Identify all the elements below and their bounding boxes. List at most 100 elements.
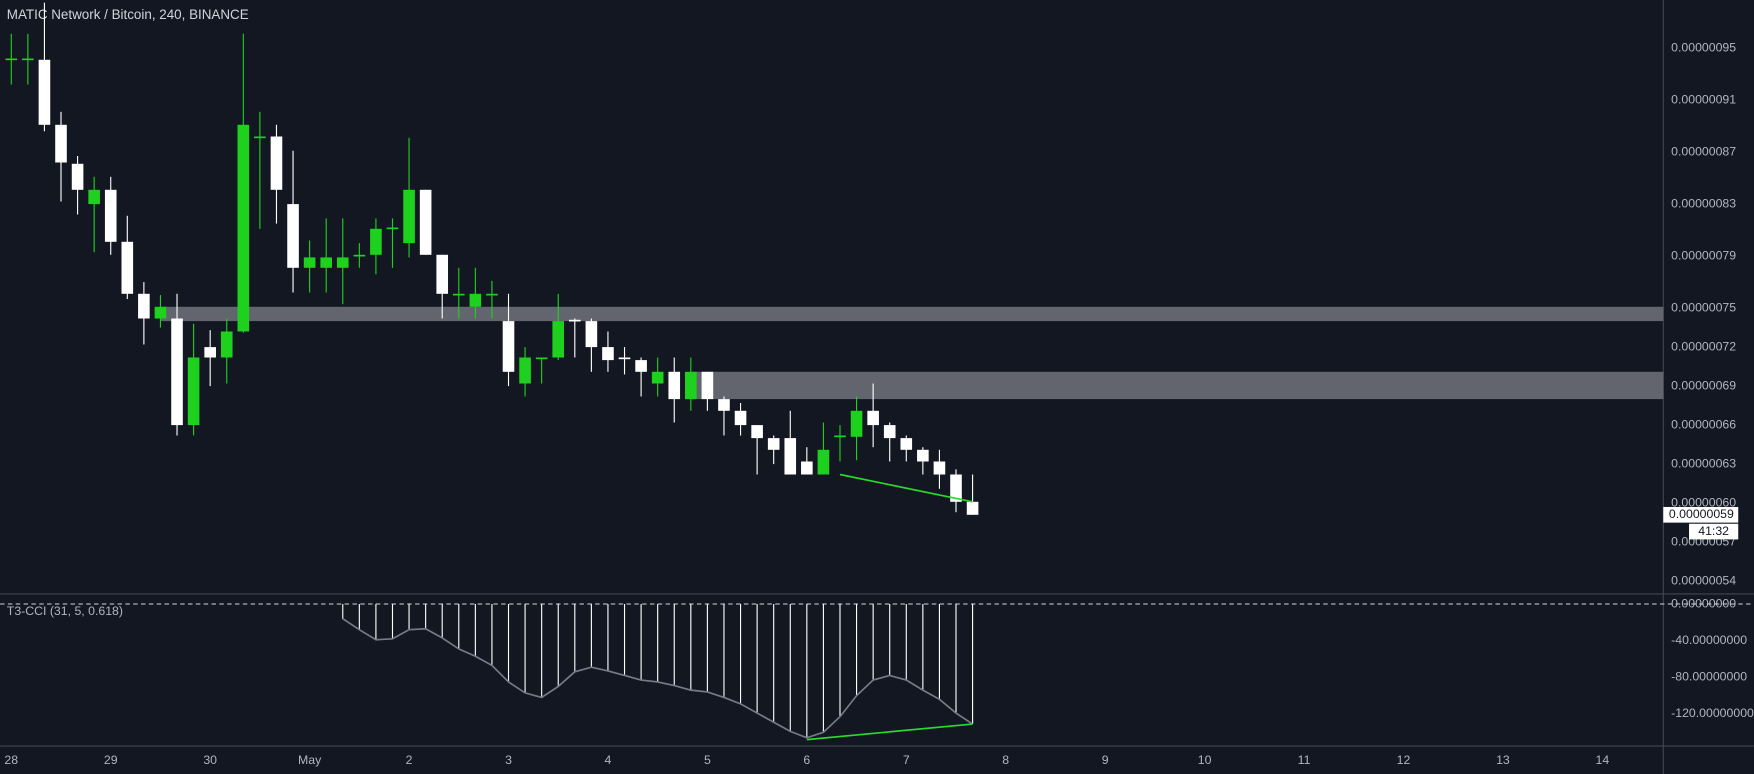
candle-body [22,58,34,61]
x-tick-label: 8 [1002,753,1009,767]
candle-body [220,331,233,358]
candle-body [867,410,879,426]
y-tick-label: 0.00000072 [1671,339,1736,353]
x-tick-label: 7 [903,753,910,767]
candle-body [403,189,415,244]
cci-curve [342,617,974,739]
candle-body [154,306,167,319]
trend-line [806,723,973,741]
candle-body [5,58,18,61]
candle-body [602,347,614,361]
last-price-box [1663,506,1739,523]
candle-body [88,189,100,205]
candle-body [303,257,316,268]
candle-body [569,319,581,322]
candle-body [784,438,797,475]
y-tick-label: 0.00000060 [1671,495,1736,509]
last-price-label: 0.00000059 [1669,507,1734,521]
x-tick-label: 5 [704,753,711,767]
trend-line [839,473,973,503]
countdown: 41:32 [1698,524,1729,538]
candle-body [734,410,747,426]
pane-title: MATIC Network / Bitcoin, 240, BINANCE [7,7,249,22]
candle-body [900,438,913,450]
candle-body [668,371,681,400]
x-tick-label: 6 [803,753,810,767]
candle-body [370,228,382,255]
x-tick-label: 3 [505,753,512,767]
candle-body [187,357,200,426]
x-tick-label: May [298,753,322,767]
candle-body [469,293,482,307]
candle-body [618,357,631,360]
pane-title: T3-CCI (31, 5, 0.618) [7,604,123,618]
candle-body [138,293,150,319]
y-tick-label: 0.00000079 [1671,248,1736,262]
candle-body [204,347,216,358]
candle-body [801,461,813,475]
y-tick-label: -40.00000000 [1671,633,1747,647]
y-tick-label: 0.00000066 [1671,417,1736,431]
candle-body [850,410,863,437]
y-tick-label: 0.00000083 [1671,196,1736,210]
candle-body [254,136,266,139]
y-tick-label: 0.00000087 [1671,144,1736,158]
y-tick-label: 0.00000054 [1671,573,1736,587]
y-tick-label: 0.00000063 [1671,456,1736,470]
y-tick-label: 0.00000075 [1671,300,1736,314]
candle-body [452,293,465,296]
candle-body [171,318,183,426]
y-tick-label: 0.00000069 [1671,378,1736,392]
candle-body [535,357,548,360]
candle-body [883,425,896,439]
candle-body [917,449,929,462]
candle-body [635,360,647,372]
x-tick-label: 14 [1596,753,1610,767]
candle-body [55,124,67,163]
x-tick-label: 28 [4,753,18,767]
candle-body [104,189,117,242]
candle-body [701,371,714,400]
x-tick-label: 2 [406,753,413,767]
x-tick-label: 13 [1496,753,1510,767]
x-tick-label: 4 [605,753,612,767]
candle-body [767,438,780,450]
candle-body [486,293,498,296]
y-tick-label: -120.00000000 [1671,706,1754,720]
candle-body [502,321,515,372]
candle-body [71,163,84,190]
candle-body [270,136,283,190]
candle-body [933,461,946,475]
x-tick-label: 9 [1102,753,1109,767]
candle-body [287,204,299,268]
candle-body [685,371,697,400]
candle-body [585,321,598,348]
x-tick-label: 12 [1397,753,1411,767]
candle-body [718,399,730,411]
candle-body [38,59,51,125]
candle-body [386,227,399,230]
countdown-box [1689,523,1739,540]
zone [160,306,1664,322]
candle-body [336,257,349,268]
y-tick-label: 0.00000000 [1671,596,1736,610]
candle-body [353,254,366,257]
candle-body [751,425,763,439]
candle-body [320,257,332,268]
x-tick-label: 29 [104,753,118,767]
y-tick-label: 0.00000095 [1671,40,1736,54]
candle-body [552,321,565,358]
candle-body [436,254,449,294]
x-tick-label: 11 [1298,753,1311,767]
candle-body [966,501,979,515]
candle-body [651,371,664,384]
candle-body [817,449,830,475]
candle-body [121,241,134,294]
candle-body [519,357,531,384]
y-tick-label: -80.00000000 [1671,670,1747,684]
zone [690,371,1664,400]
x-tick-label: 30 [203,753,217,767]
candle-body [237,124,250,332]
